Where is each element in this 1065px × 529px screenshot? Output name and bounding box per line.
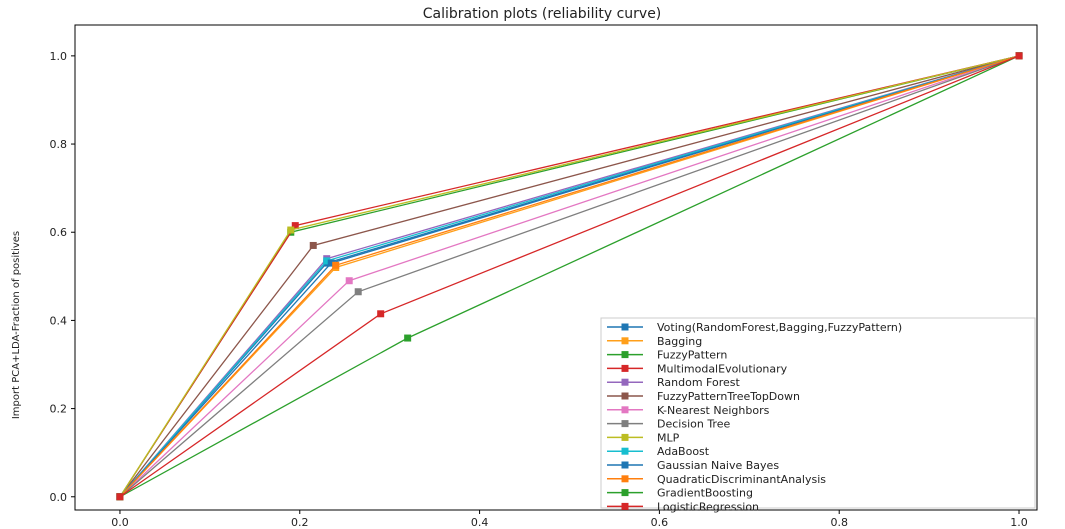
legend-swatch-marker bbox=[621, 489, 629, 497]
legend-label: Random Forest bbox=[657, 376, 740, 389]
legend-swatch-marker bbox=[621, 378, 629, 386]
legend-label: QuadraticDiscriminantAnalysis bbox=[657, 473, 826, 486]
legend-box bbox=[600, 317, 1036, 509]
y-tick-label: 0.8 bbox=[50, 138, 68, 151]
series-point bbox=[323, 257, 331, 265]
series-point bbox=[345, 277, 353, 285]
series-point bbox=[404, 334, 412, 342]
x-tick-label: 0.8 bbox=[830, 516, 848, 529]
series-point bbox=[291, 222, 299, 230]
legend-label: GradientBoosting bbox=[657, 487, 753, 500]
legend-label: AdaBoost bbox=[657, 445, 710, 458]
legend-swatch-marker bbox=[621, 351, 629, 359]
legend-label: FuzzyPattern bbox=[657, 349, 727, 362]
legend-swatch-marker bbox=[621, 406, 629, 414]
legend-swatch-marker bbox=[621, 364, 629, 372]
series-point bbox=[354, 288, 362, 296]
legend-swatch-marker bbox=[621, 502, 629, 510]
series-point bbox=[116, 493, 124, 501]
legend-swatch-marker bbox=[621, 392, 629, 400]
legend-label: MultimodalEvolutionary bbox=[657, 362, 788, 375]
legend-label: FuzzyPatternTreeTopDown bbox=[657, 390, 800, 403]
x-tick-label: 0.6 bbox=[651, 516, 669, 529]
series-point bbox=[1015, 52, 1023, 60]
legend-label: Gaussian Naive Bayes bbox=[657, 459, 779, 472]
legend-swatch-marker bbox=[621, 420, 629, 428]
y-tick-label: 1.0 bbox=[50, 50, 68, 63]
legend-swatch-marker bbox=[621, 433, 629, 441]
series-point bbox=[377, 310, 385, 318]
series-lines bbox=[116, 52, 1023, 501]
legend-swatch-marker bbox=[621, 461, 629, 469]
legend-label: K-Nearest Neighbors bbox=[657, 404, 770, 417]
axis-ticks: 0.0 0.2 0.4 0.6 0.8 1.0 0.0 0.2 0.4 0.6 0.8 1.0 bbox=[50, 50, 1028, 529]
legend-swatch-marker bbox=[621, 475, 629, 483]
y-tick-label: 0.2 bbox=[50, 403, 68, 416]
series-point bbox=[287, 226, 295, 234]
plot-area-frame bbox=[74, 24, 1038, 511]
series-point bbox=[309, 241, 317, 249]
y-tick-label: 0.0 bbox=[50, 491, 68, 504]
y-axis-label: Import PCA+LDA-Fraction of positives bbox=[11, 231, 22, 419]
series-point bbox=[332, 261, 340, 269]
x-tick-label: 0.0 bbox=[111, 516, 129, 529]
y-tick-label: 0.4 bbox=[50, 314, 68, 327]
legend: Voting(RandomForest,Bagging,FuzzyPattern… bbox=[600, 317, 1036, 513]
legend-swatch-marker bbox=[621, 323, 629, 331]
x-tick-label: 0.4 bbox=[471, 516, 489, 529]
legend-label: Voting(RandomForest,Bagging,FuzzyPattern… bbox=[657, 321, 902, 334]
series-point bbox=[327, 259, 335, 267]
legend-label: LogisticRegression bbox=[657, 500, 759, 513]
legend-label: MLP bbox=[657, 431, 680, 444]
legend-label: Bagging bbox=[657, 335, 702, 348]
legend-swatch-marker bbox=[621, 447, 629, 455]
x-tick-label: 0.2 bbox=[291, 516, 309, 529]
x-tick-label: 1.0 bbox=[1010, 516, 1028, 529]
y-tick-label: 0.6 bbox=[50, 226, 68, 239]
legend-swatch-marker bbox=[621, 337, 629, 345]
legend-label: Decision Tree bbox=[657, 418, 730, 431]
chart-title: Calibration plots (reliability curve) bbox=[423, 6, 662, 22]
